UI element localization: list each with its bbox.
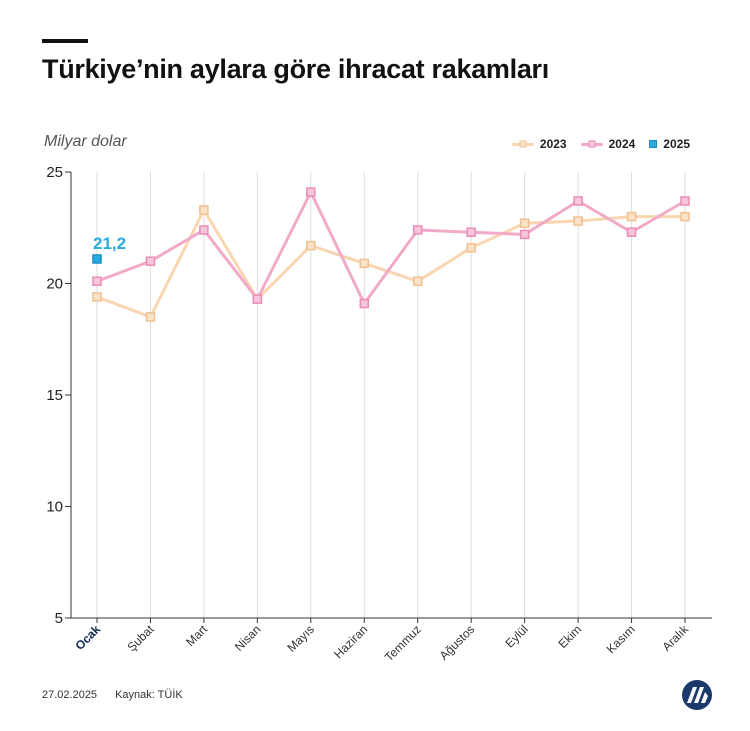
legend-swatch-2025: [649, 140, 658, 148]
title-accent-bar: [42, 39, 88, 43]
point-2025-Ocak: [92, 254, 102, 264]
legend-label-2023: 2023: [539, 137, 567, 151]
x-tick-label-3: Nisan: [232, 622, 264, 654]
x-tick-label-11: Aralık: [660, 622, 692, 654]
agency-logo-icon: [682, 680, 712, 710]
point-2024-Aralık: [680, 196, 690, 206]
chart-legend: 2023 2024 2025: [498, 137, 690, 151]
footer: 27.02.2025 Kaynak: TÜİK: [42, 689, 183, 701]
chart-title: Türkiye’nin aylara göre ihracat rakamlar…: [42, 54, 549, 84]
footer-date: 27.02.2025: [42, 689, 98, 701]
series-line-2024: [95, 190, 687, 306]
point-2024-Eylül: [519, 229, 530, 240]
x-tick-label-8: Eylül: [502, 622, 530, 650]
legend-swatch-2024: [580, 140, 603, 148]
x-tick-label-2: Mart: [183, 622, 210, 649]
y-tick-label-5: 5: [55, 610, 63, 627]
y-tick-label-25: 25: [46, 164, 63, 181]
point-2024-Ocak: [92, 276, 102, 287]
point-2024-Şubat: [145, 256, 156, 266]
point-2023-Ocak: [92, 292, 102, 302]
legend-label-2025: 2025: [663, 137, 690, 151]
x-tick-label-4: Mayıs: [284, 622, 317, 655]
x-tick-label-0: Ocak: [72, 622, 103, 653]
point-2024-Nisan: [252, 294, 263, 304]
x-tick-label-7: Ağustos: [437, 622, 478, 663]
legend-item-2024: 2024: [580, 137, 636, 151]
x-tick-label-1: Şubat: [125, 622, 158, 655]
point-2024-Ağustos: [466, 227, 476, 237]
data-label-2025-Ocak: 21,2: [93, 234, 126, 253]
legend-item-2023: 2023: [511, 137, 567, 151]
legend-item-2025: 2025: [649, 137, 690, 151]
point-2023-Mayıs: [306, 240, 316, 251]
point-2024-Kasım: [626, 227, 637, 237]
point-2024-Mart: [199, 225, 209, 235]
point-2024-Ekim: [573, 196, 583, 206]
x-tick-label-9: Ekim: [555, 622, 584, 651]
point-2023-Temmuz: [412, 276, 423, 287]
x-tick-label-5: Haziran: [331, 622, 370, 661]
y-tick-label-20: 20: [46, 276, 63, 293]
point-2023-Ağustos: [466, 243, 476, 253]
x-tick-label-10: Kasım: [604, 622, 638, 656]
point-2023-Şubat: [145, 312, 156, 322]
point-2023-Eylül: [519, 218, 530, 229]
point-2023-Aralık: [680, 211, 690, 222]
point-2024-Mayıs: [306, 187, 316, 197]
legend-label-2024: 2024: [608, 137, 636, 151]
x-tick-label-6: Temmuz: [382, 622, 424, 664]
footer-source: Kaynak: TÜİK: [115, 689, 183, 701]
y-tick-label-15: 15: [46, 387, 63, 404]
point-2023-Kasım: [626, 211, 637, 222]
point-2023-Mart: [199, 205, 209, 215]
legend-swatch-2023: [511, 140, 534, 148]
y-tick-label-10: 10: [46, 499, 63, 516]
y-axis-unit-label: Milyar dolar: [44, 133, 127, 150]
point-2024-Temmuz: [412, 225, 423, 235]
point-2024-Haziran: [359, 298, 370, 309]
point-2023-Haziran: [359, 258, 370, 269]
point-2023-Ekim: [573, 216, 583, 226]
series-line-2023: [95, 208, 687, 319]
